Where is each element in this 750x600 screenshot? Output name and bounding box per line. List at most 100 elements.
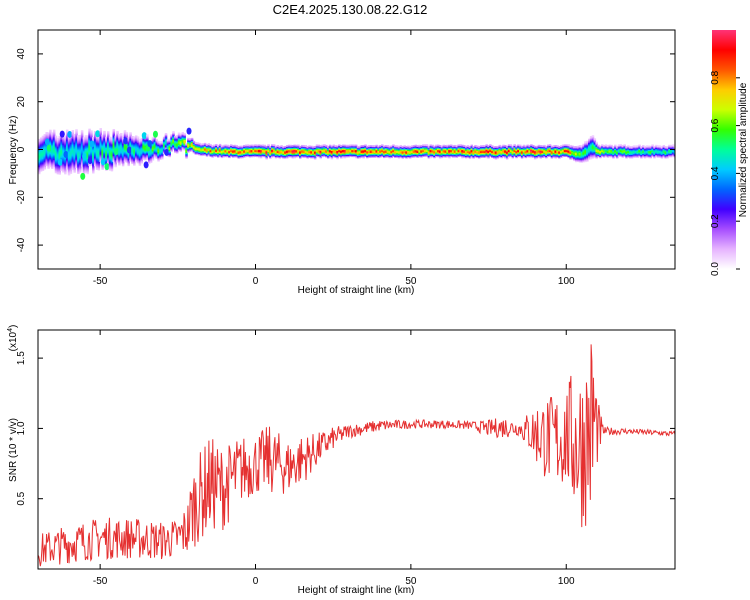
heatmap-cell [272,146,276,149]
heatmap-cell [52,155,56,158]
heatmap-cell [463,145,466,147]
heatmap-cell [194,149,198,152]
heatmap-cell [321,148,324,151]
heatmap-cell [328,154,332,157]
heatmap-cell [621,151,625,153]
heatmap-cell [258,150,261,153]
heatmap-cell [373,147,377,150]
heatmap-cell [347,147,350,149]
heatmap-cell [671,147,675,150]
heatmap-cell [582,156,585,159]
heatmap-cell [177,133,181,136]
heatmap-cell [468,154,472,157]
heatmap-cell [651,155,654,158]
heatmap-cell [86,137,89,140]
heatmap-cell [388,148,391,150]
heatmap-cell [67,170,71,172]
heatmap-cell [127,164,130,167]
heatmap-cell [116,139,119,142]
heatmap-cell [500,152,503,155]
heatmap-cell [535,154,539,156]
heatmap-cell [381,150,384,153]
heatmap-cell [289,149,293,152]
heatmap-cell [405,155,408,158]
heatmap-cell [112,143,116,146]
heatmap-cell [489,153,492,156]
heatmap-cell [369,152,373,155]
heatmap-cell [321,155,324,158]
heatmap-cell [356,152,360,154]
heatmap-cell [138,148,142,151]
heatmap-cell [52,157,56,159]
heatmap-cell [381,155,384,157]
heatmap-cell [382,146,386,149]
heatmap-cell [653,153,656,155]
heatmap-cell [140,146,143,148]
heatmap-cell [420,149,423,152]
heatmap-cell [209,148,212,150]
heatmap-cell [315,151,319,154]
heatmap-cell [630,154,634,157]
heatmap-cell [41,160,45,163]
heatmap-cell [478,153,481,155]
heatmap-cell [334,152,337,155]
heatmap-cell [375,147,378,149]
heatmap-cell [101,139,104,142]
heatmap-cell [360,148,363,151]
heatmap-cell [151,145,155,148]
heatmap-cell [75,151,78,154]
heatmap-cell [481,145,485,147]
heatmap-cell [41,161,45,164]
heatmap-cell [118,136,121,138]
heatmap-cell [593,151,597,154]
heatmap-cell [606,151,610,153]
x-tick-label: 50 [405,576,417,587]
heatmap-cell [323,146,326,149]
heatmap-cell [313,155,317,158]
heatmap-cell [671,144,675,147]
heatmap-cell [392,154,395,156]
heatmap-cell [571,157,574,160]
heatmap-cell [211,148,214,151]
heatmap-cell [384,147,388,150]
heatmap-cell [39,164,43,167]
heatmap-cell [306,152,309,154]
heatmap-cell [636,153,639,156]
heatmap-cell [451,152,455,155]
heatmap-cell [588,154,591,157]
heatmap-cell [43,159,47,162]
heatmap-cell [409,150,412,153]
heatmap-cell [110,152,114,155]
heatmap-cell [638,149,641,152]
heatmap-cell [412,149,416,152]
heatmap-cell [177,148,181,150]
heatmap-cell [574,156,578,159]
heatmap-cell [218,153,222,156]
heatmap-cell [390,145,393,148]
heatmap-cell [69,170,73,173]
heatmap-cell [670,153,673,156]
heatmap-cell [446,154,449,157]
heatmap-cell [565,151,569,154]
heatmap-cell [64,142,67,145]
heatmap-cell [418,148,421,151]
heatmap-cell [306,154,309,157]
heatmap-cell [500,155,503,157]
heatmap-cell [420,152,423,154]
heatmap-cell [300,153,304,156]
heatmap-cell [177,149,181,152]
heatmap-cell [58,143,61,145]
heatmap-cell [608,144,611,147]
heatmap-cell [60,138,63,140]
heatmap-cell [287,148,291,151]
heatmap-cell [330,150,334,153]
heatmap-cell [226,155,229,158]
x-tick-label: 0 [253,576,259,587]
heatmap-cell [174,140,177,143]
heatmap-cell [244,152,248,155]
heatmap-cell [80,156,84,159]
heatmap-cell [97,151,101,154]
heatmap-cell [168,155,171,158]
heatmap-cell [90,148,93,151]
heatmap-cell [414,147,418,149]
